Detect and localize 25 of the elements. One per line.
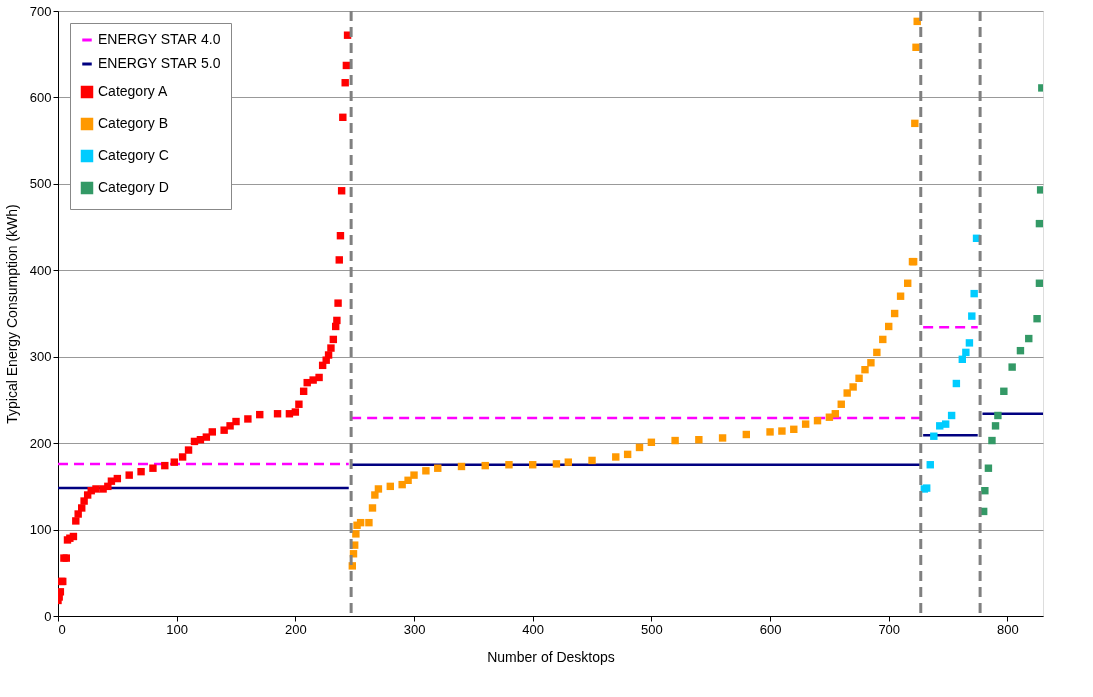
- legend-label: Category C: [98, 147, 169, 163]
- legend-label: ENERGY STAR 5.0: [98, 55, 221, 71]
- y-tick-label: 100: [29, 522, 52, 538]
- x-tick-label: 500: [641, 621, 663, 637]
- y-tick-label: 200: [29, 435, 52, 451]
- y-axis-title: Typical Energy Consumption (kWh): [3, 204, 20, 424]
- x-axis-title: Number of Desktops: [487, 648, 615, 665]
- legend-label: ENERGY STAR 4.0: [98, 31, 221, 47]
- x-tick-label: 200: [285, 621, 307, 637]
- x-tick-label: 400: [522, 621, 545, 637]
- x-tick-label: 600: [759, 621, 782, 637]
- legend-label: Category D: [98, 179, 169, 195]
- y-tick-label: 500: [29, 176, 52, 192]
- x-tick-label: 700: [878, 621, 901, 637]
- legend-label: Category A: [98, 83, 168, 99]
- y-tick-label: 0: [44, 608, 52, 624]
- y-tick-label: 300: [29, 349, 52, 365]
- x-tick-label: 300: [403, 621, 426, 637]
- y-tick-label: 600: [29, 89, 52, 105]
- y-tick-label: 700: [29, 3, 52, 19]
- x-tick-label: 0: [58, 621, 66, 637]
- legend-label: Category B: [98, 115, 169, 131]
- y-tick-label: 400: [29, 262, 52, 278]
- x-tick-label: 800: [997, 621, 1019, 637]
- x-tick-label: 100: [166, 621, 189, 637]
